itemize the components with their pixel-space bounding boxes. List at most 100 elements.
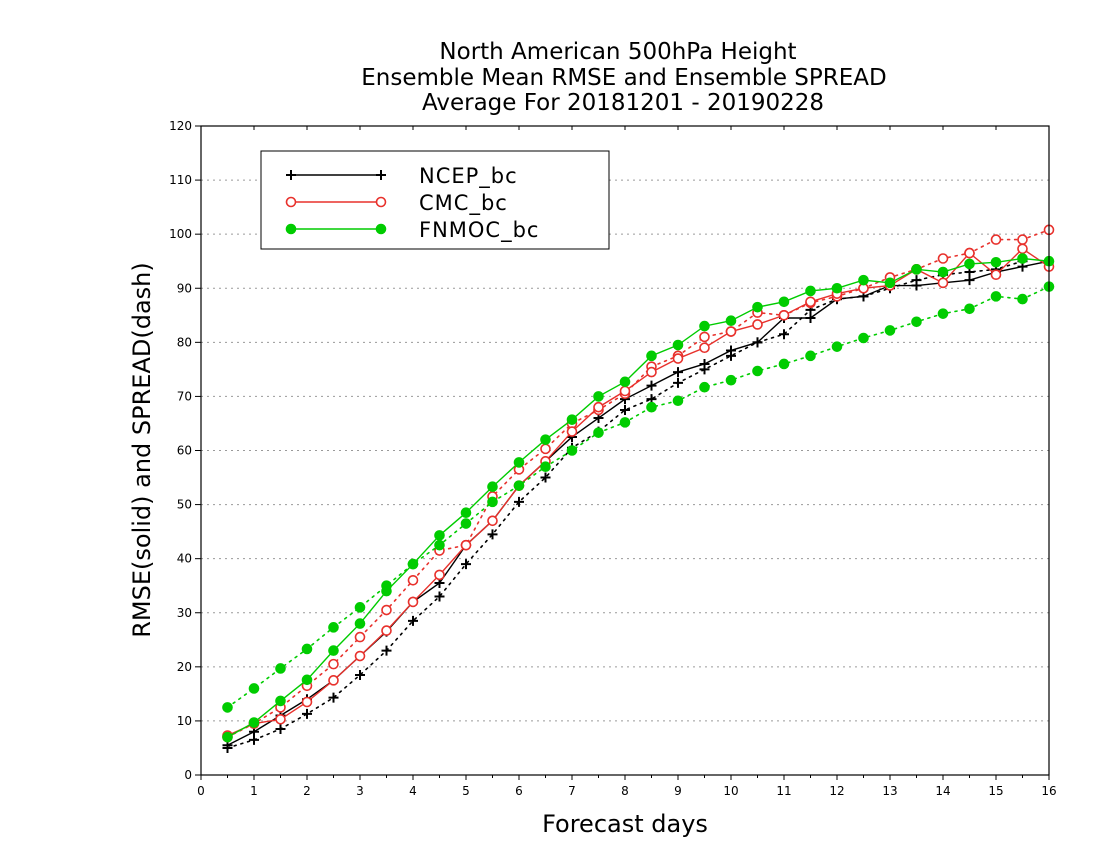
x-tick-label: 9 xyxy=(674,784,682,798)
fnmoc-bc-spread-point xyxy=(1017,293,1028,305)
ncep-bc-spread-point xyxy=(461,559,471,570)
fnmoc-bc-spread-point xyxy=(805,350,816,362)
y-tick-label: 50 xyxy=(177,498,192,512)
y-tick-label: 0 xyxy=(184,768,192,782)
cmc-bc-rmse-point xyxy=(778,309,790,321)
y-axis-title: RMSE(solid) and SPREAD(dash) xyxy=(128,262,156,638)
x-tick-label: 5 xyxy=(462,784,470,798)
legend-label: NCEP_bc xyxy=(419,164,518,189)
fnmoc-bc-rmse-point xyxy=(646,350,657,362)
fnmoc-bc-rmse-point xyxy=(487,481,498,493)
fnmoc-bc-spread-point xyxy=(752,365,763,377)
cmc-bc-rmse-point xyxy=(937,277,949,289)
cmc-bc-rmse-point xyxy=(301,696,313,708)
legend-label: CMC_bc xyxy=(419,191,508,216)
fnmoc-bc-rmse-point xyxy=(593,391,604,402)
cmc-bc-rmse-point xyxy=(646,366,657,378)
cmc-bc-rmse-line xyxy=(227,247,1050,737)
cmc-bc-spread-point xyxy=(540,443,551,455)
x-tick-label: 4 xyxy=(409,784,417,798)
y-tick-label: 90 xyxy=(177,281,192,295)
ncep-bc-rmse-point xyxy=(673,367,683,378)
legend-marker xyxy=(375,196,387,208)
y-tick-label: 30 xyxy=(177,606,192,620)
fnmoc-bc-rmse-point xyxy=(275,695,286,707)
fnmoc-bc-rmse-point xyxy=(699,320,710,332)
legend-marker xyxy=(376,170,386,180)
legend-marker xyxy=(285,223,297,235)
fnmoc-bc-spread-point xyxy=(460,518,472,529)
fnmoc-bc-rmse-point xyxy=(540,434,551,445)
cmc-bc-rmse-point xyxy=(381,625,392,636)
cmc-bc-rmse-point xyxy=(672,353,684,364)
cmc-bc-rmse-point xyxy=(275,713,286,725)
fnmoc-bc-spread-point xyxy=(964,303,975,315)
cmc-bc-rmse-point xyxy=(990,269,1002,281)
ncep-bc-spread-point xyxy=(355,669,365,680)
legend-marker xyxy=(375,223,387,235)
fnmoc-bc-rmse-point xyxy=(328,645,339,656)
cmc-bc-rmse-point xyxy=(593,401,604,413)
fnmoc-bc-rmse-point xyxy=(434,530,445,541)
fnmoc-bc-spread-line xyxy=(226,285,1050,709)
fnmoc-bc-rmse-point xyxy=(831,282,843,294)
legend-item-ncep-bc: NCEP_bc xyxy=(286,164,518,189)
cmc-bc-rmse-point xyxy=(566,426,578,437)
ncep-bc-spread-point xyxy=(302,708,312,719)
fnmoc-bc-rmse-point xyxy=(301,674,313,686)
title-line-1: North American 500hPa Height xyxy=(439,39,796,65)
fnmoc-bc-spread-point xyxy=(328,622,339,633)
x-tick-label: 13 xyxy=(882,784,897,798)
fnmoc-bc-rmse-point xyxy=(407,558,419,570)
chart-title: North American 500hPa Height Ensemble Me… xyxy=(361,39,886,116)
ncep-bc-rmse-point xyxy=(699,358,710,369)
ncep-bc-spread-point xyxy=(275,724,286,735)
x-tick-label: 11 xyxy=(776,784,791,798)
legend-label: FNMOC_bc xyxy=(419,218,539,243)
fnmoc-bc-spread-point xyxy=(990,291,1002,302)
fnmoc-bc-rmse-point xyxy=(248,717,260,728)
fnmoc-bc-rmse-point xyxy=(354,618,366,629)
y-tick-label: 100 xyxy=(169,227,192,241)
fnmoc-bc-spread-point xyxy=(301,643,313,655)
x-tick-label: 15 xyxy=(988,784,1003,798)
cmc-bc-rmse-point xyxy=(460,539,472,551)
cmc-bc-spread-point xyxy=(990,234,1002,245)
x-tick-label: 14 xyxy=(935,784,950,798)
ncep-bc-spread-point xyxy=(514,496,524,507)
cmc-bc-rmse-point xyxy=(699,342,710,354)
cmc-bc-rmse-point xyxy=(725,326,737,337)
legend-marker xyxy=(286,170,296,180)
ncep-bc-spread-point xyxy=(328,692,339,703)
y-tick-label: 60 xyxy=(177,444,192,458)
ncep-bc-rmse-point xyxy=(911,280,922,291)
cmc-bc-rmse-point xyxy=(805,296,816,308)
title-line-2: Ensemble Mean RMSE and Ensemble SPREAD xyxy=(361,65,886,91)
x-tick-label: 2 xyxy=(303,784,311,798)
ncep-bc-rmse-point xyxy=(964,275,975,286)
y-tick-label: 120 xyxy=(169,119,192,133)
fnmoc-bc-spread-point xyxy=(672,395,684,407)
ncep-bc-spread-point xyxy=(779,329,789,340)
fnmoc-bc-rmse-point xyxy=(513,457,525,468)
cmc-bc-spread-point xyxy=(937,253,949,264)
y-tick-label: 70 xyxy=(177,389,192,403)
ncep-bc-spread-point xyxy=(408,615,418,626)
fnmoc-bc-spread-point xyxy=(646,401,657,413)
fnmoc-bc-spread-point xyxy=(222,702,233,713)
fnmoc-bc-rmse-point xyxy=(964,258,975,270)
fnmoc-bc-spread-point xyxy=(778,358,790,370)
cmc-bc-rmse-point xyxy=(407,596,419,608)
ncep-bc-rmse-point xyxy=(646,380,657,391)
ncep-bc-spread-point xyxy=(620,404,630,415)
fnmoc-bc-spread-point xyxy=(434,539,445,551)
fnmoc-bc-spread-point xyxy=(831,341,843,352)
x-tick-label: 12 xyxy=(829,784,844,798)
y-tick-label: 110 xyxy=(169,173,192,187)
fnmoc-bc-rmse-point xyxy=(884,277,896,289)
legend-marker xyxy=(285,196,297,208)
cmc-bc-spread-point xyxy=(381,604,392,616)
